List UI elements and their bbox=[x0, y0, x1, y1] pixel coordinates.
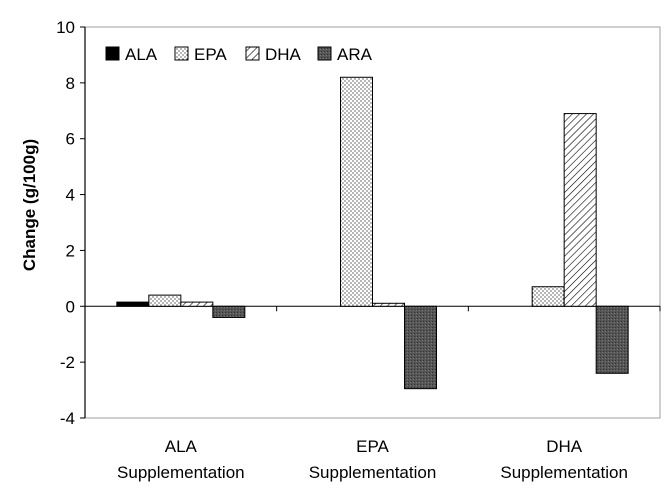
category-label: Supplementation bbox=[117, 463, 245, 482]
legend-swatch-dha bbox=[245, 46, 260, 61]
bar-dha-1 bbox=[180, 301, 214, 307]
category-label: DHA bbox=[546, 437, 583, 456]
y-tick-label: -2 bbox=[60, 353, 75, 372]
bar-dha-2 bbox=[372, 302, 405, 307]
legend-label-ala: ALA bbox=[125, 45, 158, 64]
bar-epa-2 bbox=[340, 76, 373, 307]
legend-swatch-ara bbox=[317, 46, 332, 61]
y-tick-label: 2 bbox=[66, 241, 75, 260]
bar-epa-3 bbox=[531, 286, 565, 307]
bar-ala-1 bbox=[116, 301, 150, 307]
y-axis-label: Change (g/100g) bbox=[20, 139, 39, 271]
bar-ara-3 bbox=[595, 305, 629, 374]
bars bbox=[116, 76, 629, 390]
category-label: EPA bbox=[356, 437, 389, 456]
legend-swatch-ala bbox=[105, 46, 120, 61]
y-tick-label: 10 bbox=[56, 18, 75, 37]
legend-label-epa: EPA bbox=[194, 45, 227, 64]
category-labels: ALA Supplementation EPA Supplementation DHA S… bbox=[117, 437, 628, 482]
bar-epa-1 bbox=[148, 294, 182, 307]
y-axis: -4 -2 0 2 4 6 8 10 bbox=[56, 18, 86, 428]
bar-ara-2 bbox=[404, 305, 437, 390]
category-label: ALA bbox=[165, 437, 198, 456]
legend-label-ara: ARA bbox=[337, 45, 373, 64]
y-tick-label: -4 bbox=[60, 409, 75, 428]
y-tick-label: 0 bbox=[66, 297, 75, 316]
bar-ara-1 bbox=[212, 305, 246, 318]
legend-swatch-epa bbox=[174, 46, 189, 61]
y-tick-label: 6 bbox=[66, 130, 75, 149]
bar-dha-3 bbox=[563, 113, 597, 307]
x-axis bbox=[84, 305, 661, 312]
legend-label-dha: DHA bbox=[265, 45, 302, 64]
category-label: Supplementation bbox=[500, 463, 628, 482]
category-label: Supplementation bbox=[309, 463, 437, 482]
y-tick-label: 8 bbox=[66, 74, 75, 93]
legend: ALA EPA DHA ARA bbox=[105, 45, 373, 64]
y-tick-label: 4 bbox=[66, 186, 75, 205]
